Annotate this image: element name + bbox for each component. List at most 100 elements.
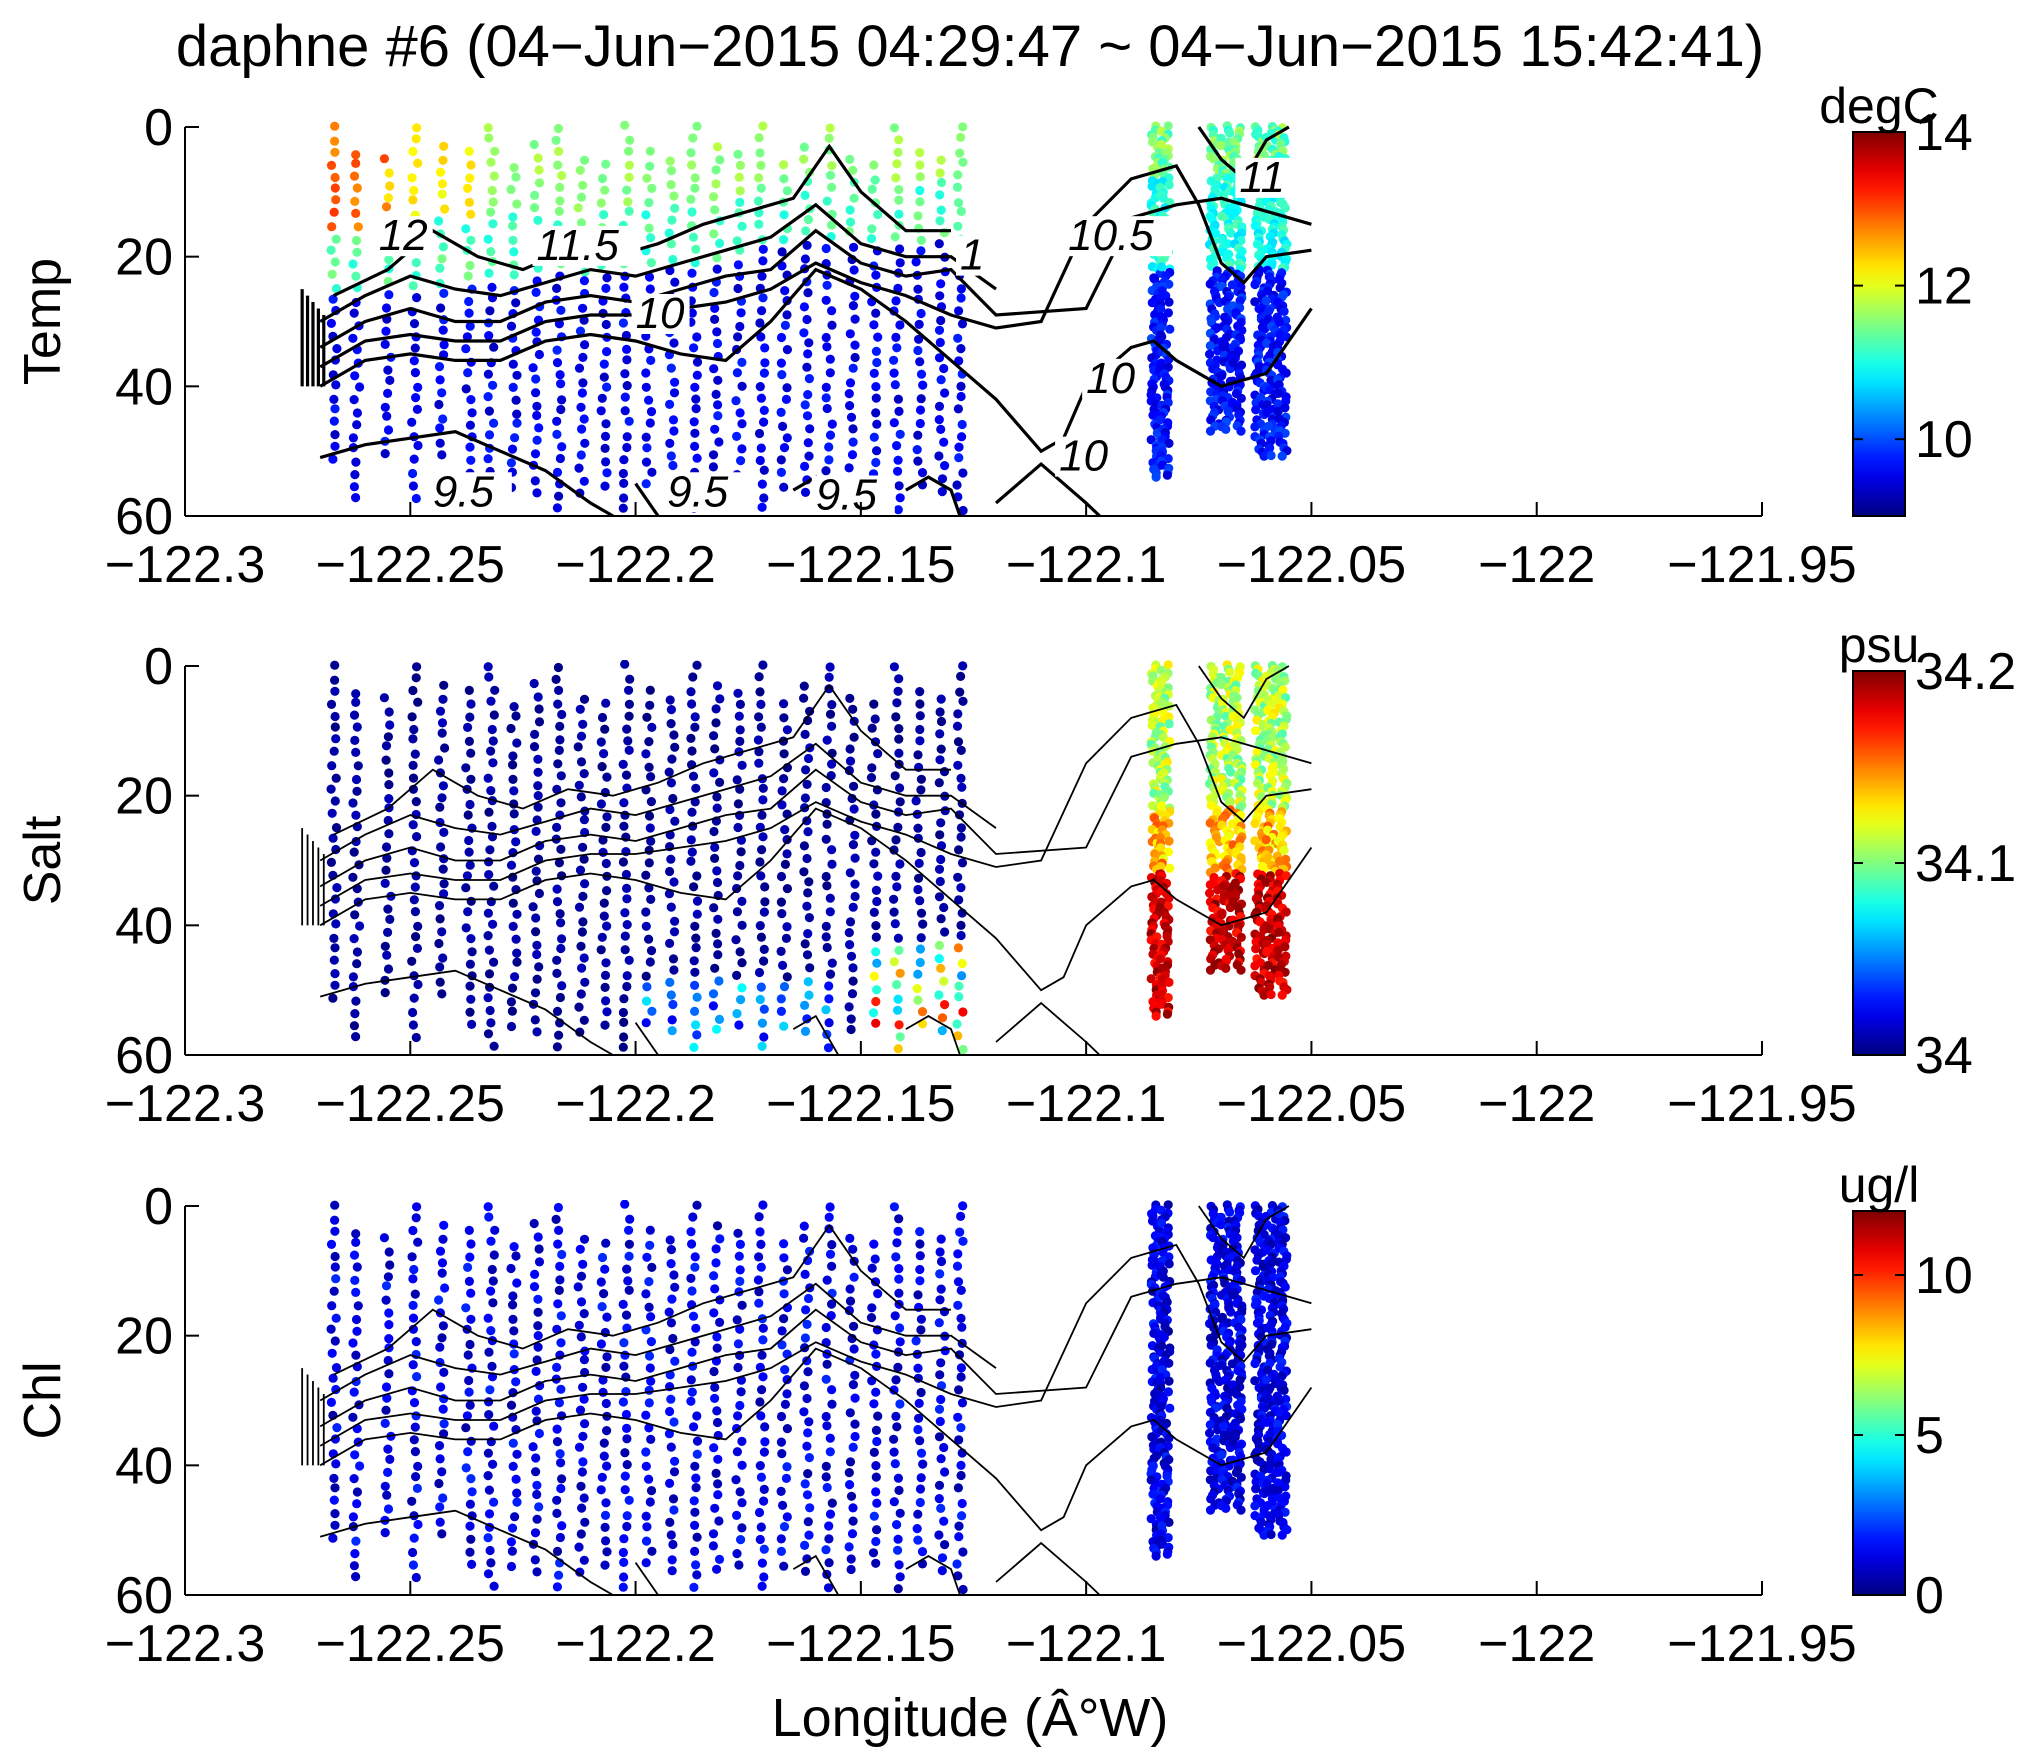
contour-label: 10.5 <box>1068 211 1154 260</box>
contour-label: 11 <box>1239 153 1285 202</box>
data-point <box>553 662 564 673</box>
data-point <box>465 1400 475 1410</box>
data-point <box>641 870 651 880</box>
data-point <box>934 940 945 951</box>
data-point <box>953 1277 964 1287</box>
data-point <box>1251 1484 1261 1494</box>
data-point <box>669 730 679 740</box>
data-point <box>349 482 359 492</box>
data-point <box>913 1363 923 1373</box>
data-point <box>512 948 522 958</box>
data-point <box>600 481 610 491</box>
data-point <box>757 502 767 512</box>
data-point <box>508 751 518 761</box>
data-point <box>466 774 476 784</box>
data-point <box>845 329 855 339</box>
data-point <box>602 886 612 896</box>
data-point <box>438 414 448 424</box>
data-point <box>644 1351 655 1361</box>
figure-title: daphne #6 (04−Jun−2015 04:29:47 ~ 04−Jun… <box>176 14 1764 79</box>
data-point <box>440 1283 450 1293</box>
data-point <box>892 1238 902 1248</box>
data-point <box>534 1428 545 1439</box>
data-point <box>848 301 859 311</box>
data-point <box>328 454 338 464</box>
data-point <box>755 1397 765 1407</box>
data-point <box>439 879 449 889</box>
data-point <box>601 996 611 1006</box>
data-point <box>384 707 394 717</box>
contour-line <box>319 1243 1312 1447</box>
data-point <box>512 418 522 428</box>
data-point <box>869 699 879 709</box>
data-point <box>509 702 519 712</box>
data-point <box>555 1275 565 1285</box>
data-point <box>437 1467 447 1477</box>
data-point <box>411 1472 421 1482</box>
data-point <box>384 1320 394 1330</box>
data-point <box>755 148 765 158</box>
data-point <box>894 481 904 491</box>
data-point <box>437 388 447 398</box>
data-point <box>466 934 476 944</box>
data-point <box>734 1560 744 1570</box>
data-point <box>940 927 950 937</box>
data-point <box>645 957 655 967</box>
data-point <box>534 1244 544 1254</box>
data-point <box>850 853 860 863</box>
data-point <box>710 842 720 853</box>
data-point <box>802 816 812 826</box>
data-point <box>733 149 743 159</box>
contour-line <box>905 475 962 516</box>
data-point <box>534 1257 545 1267</box>
data-point <box>940 461 950 471</box>
data-point <box>412 404 422 414</box>
data-point <box>889 1202 900 1212</box>
data-point <box>757 1350 767 1360</box>
data-point <box>827 759 837 769</box>
data-point <box>957 1498 967 1509</box>
data-point <box>871 393 881 403</box>
data-point <box>914 1413 924 1423</box>
data-point <box>348 1412 358 1422</box>
data-point <box>848 1380 859 1390</box>
data-point <box>382 950 392 960</box>
data-point <box>1156 304 1166 314</box>
data-point <box>553 123 564 134</box>
data-point <box>804 374 815 384</box>
data-point <box>436 842 446 852</box>
data-point <box>954 1435 964 1445</box>
data-point <box>755 857 765 867</box>
x-tick-label: −122 <box>1478 1615 1595 1673</box>
data-point <box>413 921 423 932</box>
data-point <box>667 215 677 225</box>
data-point <box>708 462 719 472</box>
data-point <box>383 904 393 914</box>
data-point <box>646 1434 656 1444</box>
data-point <box>939 363 949 374</box>
data-point <box>712 803 722 813</box>
data-point <box>871 921 881 931</box>
data-point <box>893 466 903 476</box>
data-point <box>825 969 836 979</box>
data-point <box>556 844 566 854</box>
data-point <box>557 1521 567 1531</box>
data-point <box>557 395 567 405</box>
data-point <box>326 784 336 794</box>
data-point <box>576 192 587 202</box>
data-point <box>438 953 448 963</box>
data-point <box>642 712 652 722</box>
data-point <box>489 1250 499 1260</box>
data-point <box>757 845 767 855</box>
data-point <box>715 1234 725 1244</box>
data-point <box>645 161 655 171</box>
data-point <box>822 1421 832 1431</box>
data-point <box>330 943 340 953</box>
data-point <box>889 894 899 904</box>
data-point <box>735 160 746 170</box>
data-point <box>512 738 522 748</box>
data-point <box>889 418 899 428</box>
data-point <box>731 935 741 945</box>
contour-label-bg <box>1055 436 1114 477</box>
data-point <box>914 1302 924 1312</box>
